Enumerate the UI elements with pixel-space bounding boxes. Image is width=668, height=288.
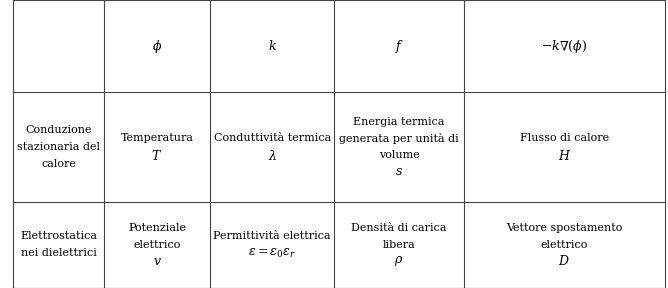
Text: calore: calore — [41, 159, 76, 168]
Text: $\phi$: $\phi$ — [152, 37, 162, 55]
Text: $s$: $s$ — [395, 165, 403, 178]
Text: generata per unità di: generata per unità di — [339, 133, 459, 144]
Text: $\lambda$: $\lambda$ — [268, 149, 277, 163]
Text: $\varepsilon = \varepsilon_0\varepsilon_r$: $\varepsilon = \varepsilon_0\varepsilon_… — [248, 247, 296, 260]
Text: $H$: $H$ — [558, 149, 571, 163]
Text: volume: volume — [379, 150, 420, 160]
Text: Permittività elettrica: Permittività elettrica — [213, 231, 331, 241]
Text: Conduttività termica: Conduttività termica — [214, 133, 331, 143]
Text: Temperatura: Temperatura — [120, 133, 194, 143]
Text: nei dielettrici: nei dielettrici — [21, 248, 96, 258]
Text: $f$: $f$ — [395, 37, 403, 55]
Text: Densità di carica: Densità di carica — [351, 223, 447, 233]
Text: Potenziale: Potenziale — [128, 223, 186, 233]
Text: $T$: $T$ — [152, 149, 162, 163]
Text: $\rho$: $\rho$ — [394, 255, 404, 268]
Text: Vettore spostamento: Vettore spostamento — [506, 223, 623, 233]
Text: Conduzione: Conduzione — [25, 125, 92, 135]
Text: $v$: $v$ — [152, 255, 162, 268]
Text: $k$: $k$ — [268, 39, 277, 53]
Text: elettrico: elettrico — [134, 240, 180, 250]
Text: Elettrostatica: Elettrostatica — [20, 232, 97, 241]
Text: elettrico: elettrico — [541, 240, 588, 250]
Text: Energia termica: Energia termica — [353, 117, 445, 127]
Text: $-k\nabla(\phi)$: $-k\nabla(\phi)$ — [541, 37, 588, 55]
Text: $D$: $D$ — [558, 255, 570, 268]
Text: stazionaria del: stazionaria del — [17, 142, 100, 152]
Text: libera: libera — [383, 240, 415, 250]
Text: Flusso di calore: Flusso di calore — [520, 133, 609, 143]
